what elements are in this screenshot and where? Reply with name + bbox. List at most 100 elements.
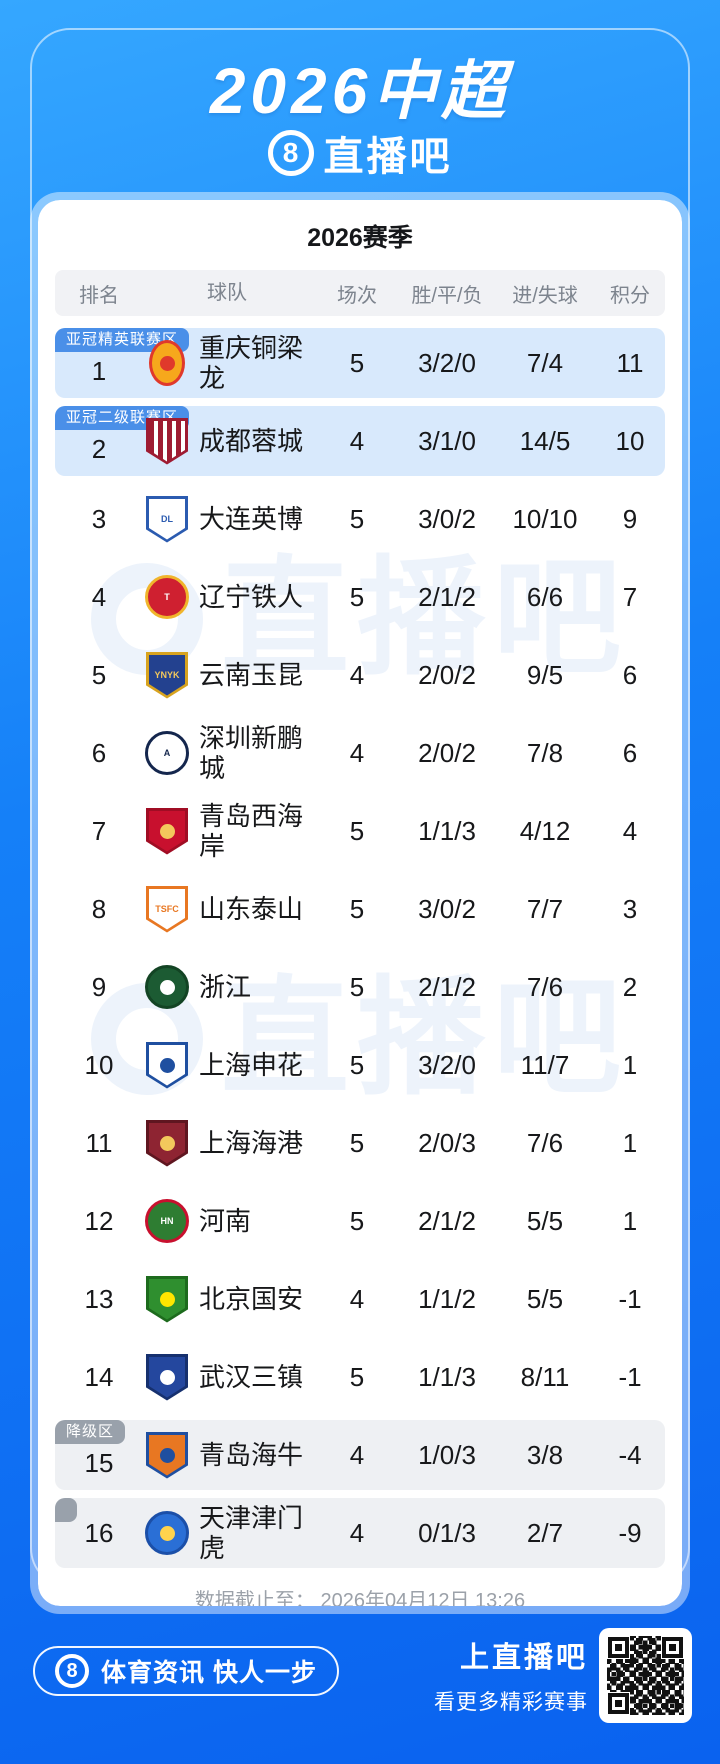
team-crest-icon [146, 1353, 188, 1401]
rank-cell: 5 [91, 659, 107, 690]
team-crest-icon: A [145, 731, 189, 775]
table-row: 亚冠二级联赛区 2 成都蓉城 4 3/1/0 14/5 10 [55, 406, 665, 476]
column-header-goals: 进/失球 [512, 284, 578, 307]
team-name: 上海申花 [199, 1050, 304, 1080]
brand-8-icon: 8 [55, 1654, 89, 1688]
team-crest-icon: YNYK [146, 651, 188, 699]
goals-cell: 5/5 [526, 1283, 564, 1314]
rank-cell: 6 [91, 737, 107, 768]
matches-cell: 5 [349, 971, 365, 1002]
brand-name: 直播吧 [323, 135, 453, 179]
team-logo: A [143, 731, 191, 775]
column-header-points: 积分 [610, 284, 650, 307]
wdl-cell: 3/1/0 [418, 425, 476, 456]
column-header-rank: 排名 [79, 284, 119, 307]
team-crest-icon [145, 965, 189, 1009]
points-cell: 11 [616, 347, 644, 378]
points-cell: 10 [615, 425, 645, 456]
team-logo [143, 417, 191, 465]
points-cell: -4 [618, 1439, 642, 1470]
table-row: 9 浙江 5 2/1/2 7/6 2 [55, 952, 665, 1022]
matches-cell: 5 [349, 1049, 365, 1080]
rank-cell: 11 [85, 1127, 113, 1158]
table-row: 11 上海海港 5 2/0/3 7/6 1 [55, 1108, 665, 1178]
rank-cell: 10 [84, 1049, 114, 1080]
wdl-cell: 3/2/0 [418, 347, 476, 378]
team-name: 山东泰山 [199, 894, 304, 924]
goals-cell: 9/5 [526, 659, 564, 690]
goals-cell: 7/6 [526, 1127, 564, 1158]
team-logo [143, 1511, 191, 1555]
goals-cell: 10/10 [512, 503, 578, 534]
team-crest-icon [146, 1275, 188, 1323]
wdl-cell: 2/1/2 [418, 1205, 476, 1236]
rank-cell: 2 [91, 433, 107, 464]
table-header-row: 排名 球队 场次 胜/平/负 进/失球 积分 [55, 270, 665, 316]
team-crest-icon: HN [145, 1199, 189, 1243]
team-logo: T [143, 575, 191, 619]
matches-cell: 4 [349, 425, 365, 456]
zone-badge: 亚冠精英联赛区 [55, 328, 190, 352]
team-name: 深圳新鹏城 [199, 723, 304, 783]
points-cell: 6 [622, 737, 638, 768]
rank-cell: 14 [84, 1361, 114, 1392]
wdl-cell: 1/1/3 [418, 1361, 476, 1392]
matches-cell: 4 [349, 737, 365, 768]
wdl-cell: 2/0/3 [418, 1127, 476, 1158]
team-name: 青岛海牛 [199, 1440, 304, 1470]
wdl-cell: 1/1/2 [418, 1283, 476, 1314]
zone-badge: 降级区 [55, 1420, 126, 1444]
qr-finder-icon [607, 1636, 630, 1659]
rank-cell: 12 [84, 1205, 114, 1236]
rank-cell: 1 [91, 355, 107, 386]
team-logo: YNYK [143, 651, 191, 699]
points-cell: -1 [618, 1283, 642, 1314]
team-name: 辽宁铁人 [199, 582, 304, 612]
team-logo [143, 340, 191, 386]
table-row: 12 HN 河南 5 2/1/2 5/5 1 [55, 1186, 665, 1256]
points-cell: 4 [622, 815, 638, 846]
zone-badge [55, 1498, 77, 1522]
table-row: 3 DL 大连英博 5 3/0/2 10/10 9 [55, 484, 665, 554]
rank-cell: 4 [91, 581, 107, 612]
rank-cell: 7 [91, 815, 107, 846]
brand-8-icon: 8 [267, 130, 314, 176]
qr-code [599, 1628, 692, 1723]
points-cell: 1 [622, 1127, 638, 1158]
table-row: 6 A 深圳新鹏城 4 2/0/2 7/8 6 [55, 718, 665, 788]
team-name: 浙江 [199, 972, 252, 1002]
goals-cell: 5/5 [526, 1205, 564, 1236]
rank-cell: 16 [84, 1517, 114, 1548]
cta-block: 上直播吧 看更多精彩赛事 [434, 1634, 588, 1716]
bottom-bar: 8 体育资讯 快人一步 上直播吧 看更多精彩赛事 [0, 1614, 720, 1764]
season-title: 2026赛季 [307, 224, 413, 252]
team-crest-icon [145, 1511, 189, 1555]
team-name: 大连英博 [199, 504, 304, 534]
table-row: 降级区 15 青岛海牛 4 1/0/3 3/8 -4 [55, 1420, 665, 1490]
wdl-cell: 0/1/3 [418, 1517, 476, 1548]
rank-cell: 13 [84, 1283, 114, 1314]
goals-cell: 11/7 [520, 1049, 570, 1080]
team-logo [143, 1119, 191, 1167]
column-header-wdl: 胜/平/负 [411, 284, 483, 307]
table-row: 4 T 辽宁铁人 5 2/1/2 6/6 7 [55, 562, 665, 632]
matches-cell: 5 [349, 1127, 365, 1158]
table-row: 8 TSFC 山东泰山 5 3/0/2 7/7 3 [55, 874, 665, 944]
points-cell: 9 [622, 503, 638, 534]
team-name: 上海海港 [199, 1128, 304, 1158]
table-row: 10 上海申花 5 3/2/0 11/7 1 [55, 1030, 665, 1100]
team-name: 武汉三镇 [199, 1362, 304, 1392]
goals-cell: 4/12 [519, 815, 571, 846]
matches-cell: 5 [349, 1361, 365, 1392]
team-crest-icon: DL [146, 495, 188, 543]
matches-cell: 4 [349, 1517, 365, 1548]
team-name: 成都蓉城 [199, 426, 304, 456]
matches-cell: 4 [349, 659, 365, 690]
team-logo [143, 1353, 191, 1401]
wdl-cell: 2/0/2 [418, 659, 476, 690]
wdl-cell: 2/1/2 [418, 581, 476, 612]
team-name: 青岛西海岸 [199, 801, 304, 861]
team-crest-icon [149, 340, 185, 386]
matches-cell: 5 [349, 1205, 365, 1236]
